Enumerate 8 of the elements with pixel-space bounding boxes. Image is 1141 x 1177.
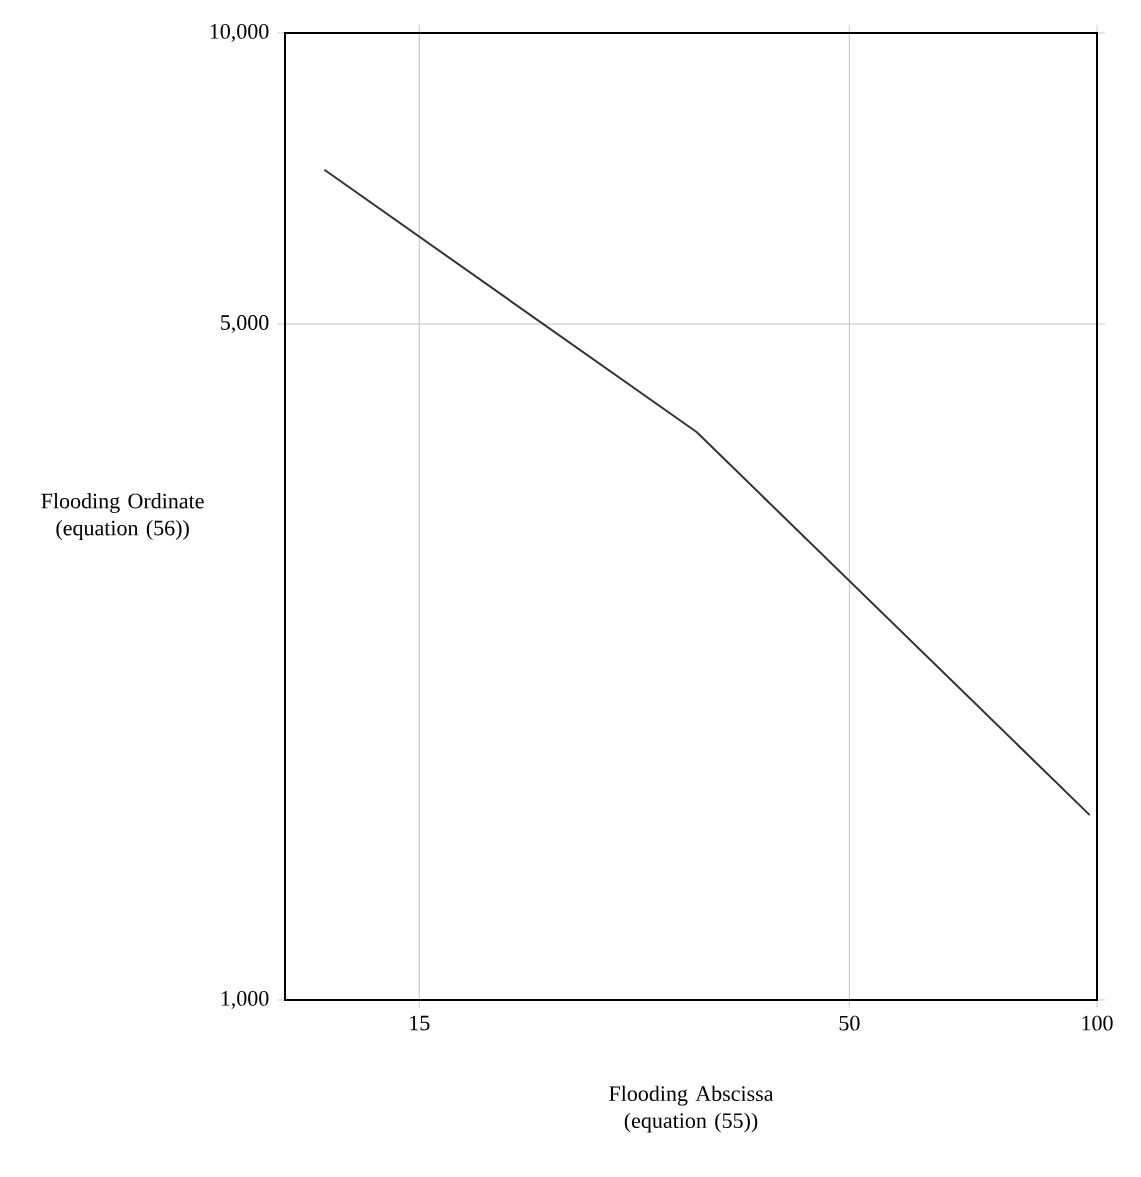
y-axis-title: Flooding Ordinate (equation (56)) bbox=[41, 493, 204, 540]
y-tick-label: 5,000 bbox=[221, 315, 269, 334]
y-tick-label: 10,000 bbox=[210, 23, 269, 42]
x-tick-label: 50 bbox=[839, 1015, 860, 1031]
y-tick-label: 1,000 bbox=[221, 990, 269, 1009]
x-axis-title: Flooding Abscissa (equation (55)) bbox=[609, 1085, 774, 1133]
x-tick-label: 100 bbox=[1082, 1015, 1113, 1031]
x-tick-label: 15 bbox=[410, 1015, 430, 1031]
